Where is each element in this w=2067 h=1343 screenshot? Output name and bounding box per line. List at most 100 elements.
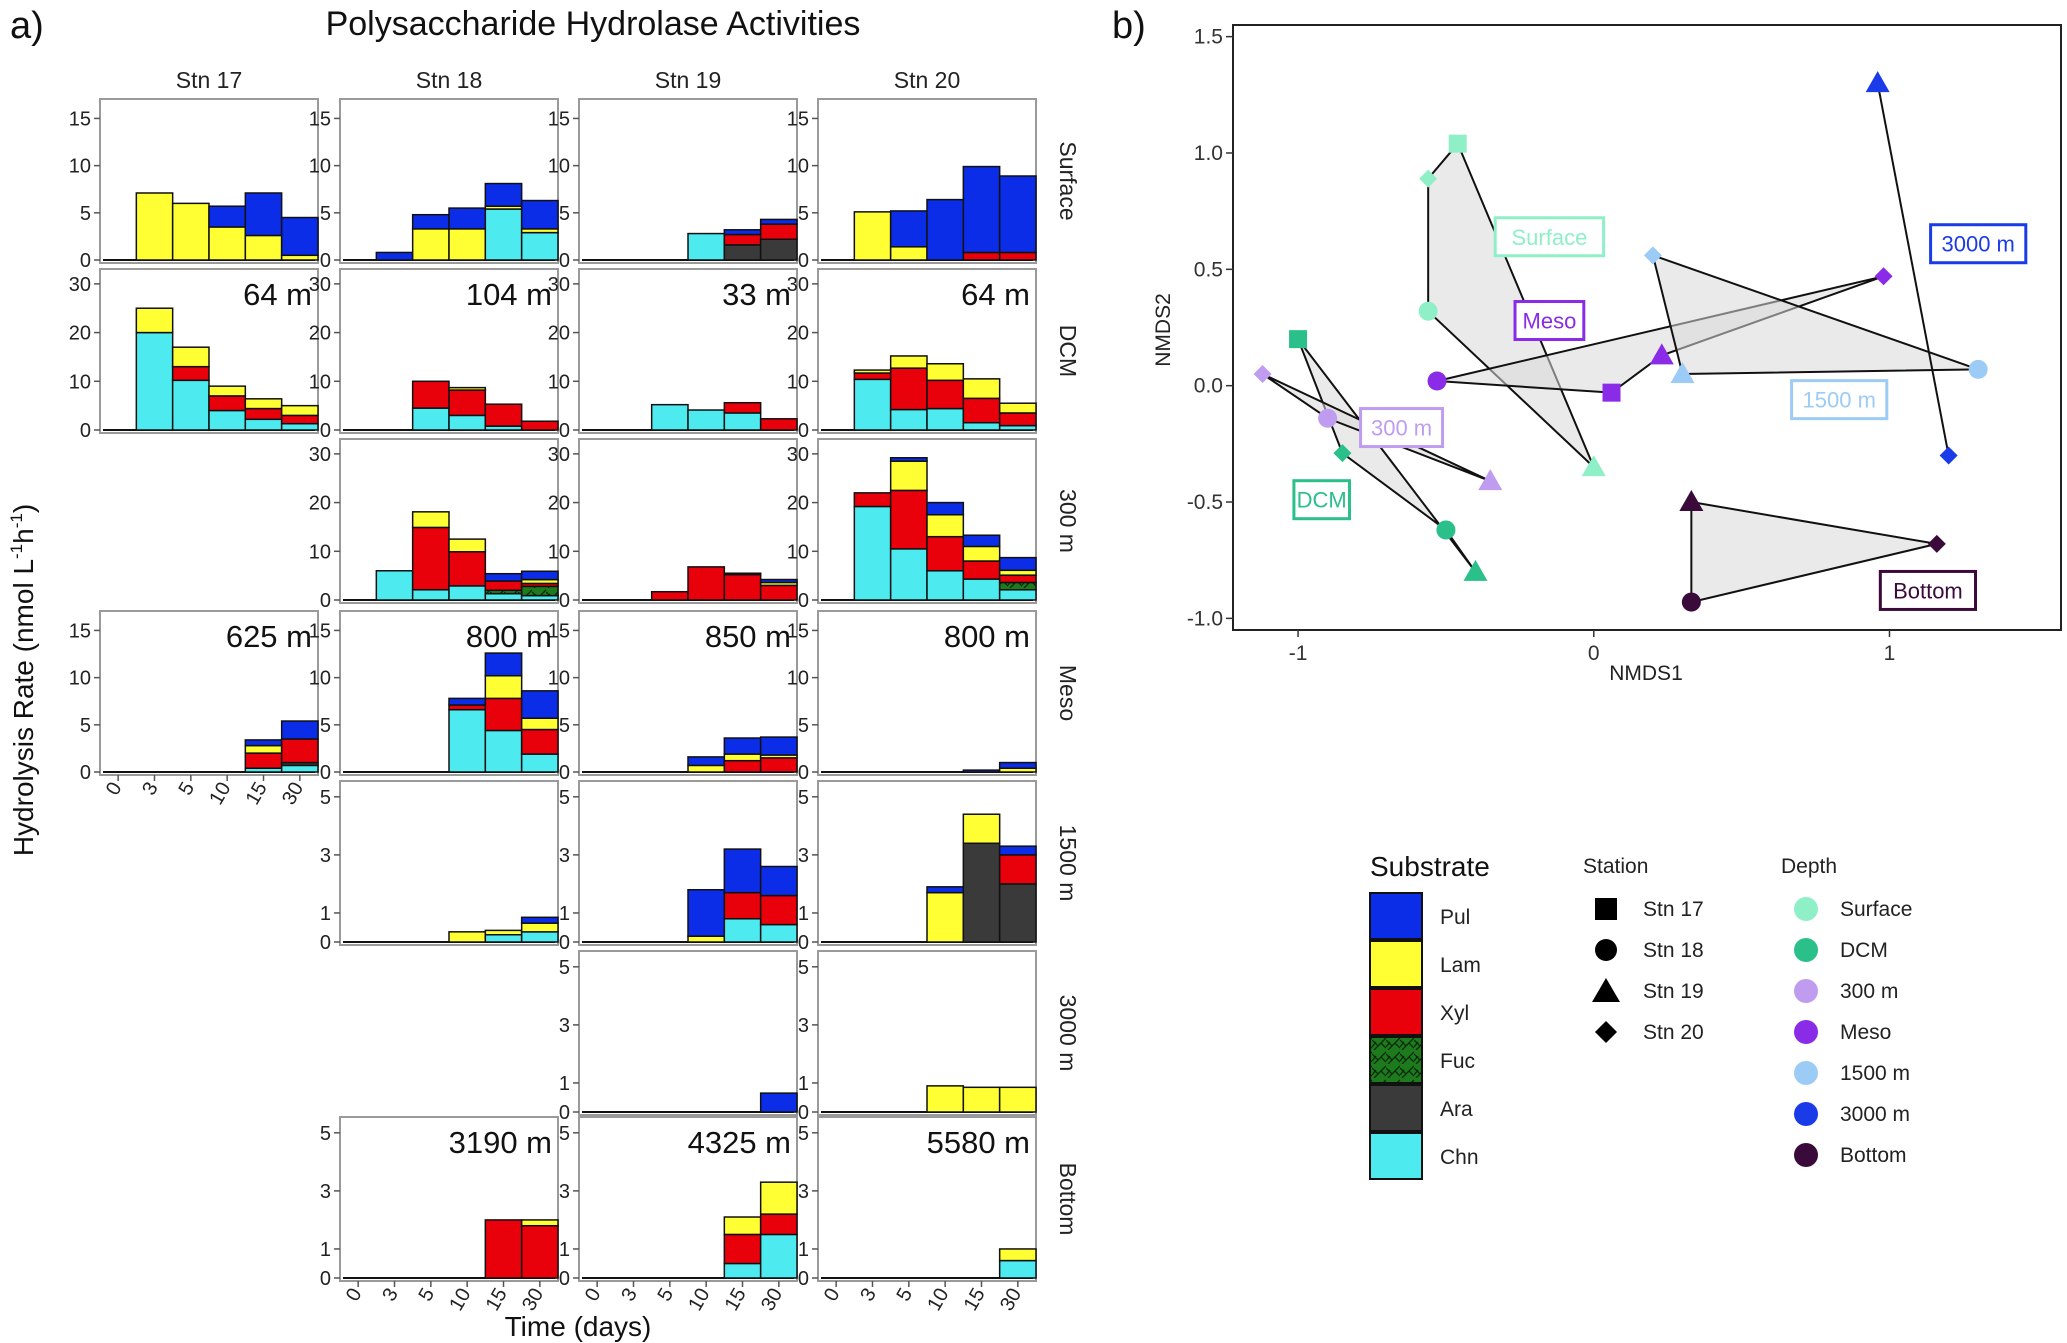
y-tick-label: 20 [309, 323, 331, 345]
strip-depth-surface: Surface [1055, 141, 1081, 220]
bar-pul-day-10 [208, 205, 247, 228]
bar-pul-day-10 [687, 888, 726, 937]
strip-stn-17: Stn 17 [176, 67, 243, 93]
bar-xyl-day-15 [723, 759, 762, 773]
x-tick-label-10: 10 [684, 1285, 714, 1315]
legend-substrate-title: Substrate [1370, 851, 1490, 882]
bar-lam-day-10 [448, 228, 487, 261]
x-tick-label-0: 0 [581, 1285, 606, 1306]
bar-xyl-day-15 [484, 697, 523, 732]
bar-xyl-day-15 [484, 580, 523, 592]
bar-lam-day-30 [998, 1086, 1037, 1113]
y-tick-label: 0 [320, 420, 331, 442]
y-tick-label: 3 [320, 845, 331, 867]
y-tick-label: 1 [559, 1073, 570, 1095]
label-dcm: DCM [1297, 488, 1347, 513]
legend-depth-bottom-dot [1794, 1143, 1818, 1167]
y-tick-label: 15 [787, 108, 809, 130]
legend-depth-3000-m-label: 3000 m [1840, 1103, 1910, 1126]
panel-stn-19-300-m: 0 10 20 30 [548, 438, 798, 612]
y-tick-label: 5 [559, 1123, 570, 1145]
bar-lam-day-15 [962, 545, 1001, 562]
bar-pul-day-15 [244, 739, 283, 747]
bar-lam-day-10 [926, 1085, 965, 1113]
bar-pul-day-15 [244, 192, 283, 237]
bar-chn-day-10 [926, 570, 965, 601]
y-tick-label: 1.5 [1194, 26, 1223, 49]
bar-lam-day-5 [411, 511, 450, 529]
bar-chn-day-15 [723, 412, 762, 431]
strip-depth-bottom: Bottom [1055, 1163, 1081, 1236]
panel-depth-label: 850 m [705, 619, 791, 654]
strip-stn-18: Stn 18 [416, 67, 483, 93]
y-tick-label: 5 [798, 203, 809, 225]
y-tick-label: 30 [309, 444, 331, 466]
y-tick-label: 3 [559, 1181, 570, 1203]
y-tick-label: 3 [559, 845, 570, 867]
bar-chn-day-3 [853, 505, 892, 601]
y-tick-label: 0 [80, 762, 91, 784]
legend-swatch-lam [1369, 940, 1423, 988]
bar-xyl-day-30 [759, 223, 798, 240]
y-axis-title-mid: h [8, 528, 39, 544]
bar-chn-day-10 [448, 414, 487, 431]
bar-pul-day-10 [687, 756, 726, 767]
point-surface-stn-19 [1581, 455, 1606, 477]
y-tick-label: 0 [559, 250, 570, 272]
point-1500-m-stn-20 [1643, 246, 1662, 265]
legend-depth-surface-dot [1794, 897, 1818, 921]
hull-1500-m [1651, 253, 1979, 376]
panel-stn-17-dcm: 0 10 20 30 64 m [69, 268, 319, 442]
label-box-meso [1513, 300, 1586, 342]
bar-pul-day-30 [759, 865, 798, 897]
y-axis-title-sup2: -1 [7, 513, 26, 528]
bar-lam-day-5 [171, 202, 210, 261]
bar-chn-day-30 [759, 923, 798, 943]
panel-stn-18-300-m: 0 10 20 30 [309, 438, 559, 612]
legend: Substrate Pul Lam Xyl Fuc Ara Chn Station Stn 17… [1369, 851, 1912, 1180]
bar-chn-day-15 [723, 918, 762, 943]
bar-chn-day-30 [280, 764, 319, 773]
bar-pul-day-3 [375, 251, 414, 261]
y-tick-label: 20 [309, 493, 331, 515]
bar-pul-day-15 [484, 182, 523, 207]
y-tick-label: 5 [559, 715, 570, 737]
point-1500-m-stn-19 [1670, 362, 1695, 384]
legend-station-stn-17-label: Stn 17 [1643, 898, 1704, 921]
panel-frame [578, 610, 798, 776]
y-tick-label: 5 [559, 787, 570, 809]
bar-lam-day-15 [723, 1216, 762, 1236]
bar-pul-day-30 [759, 578, 798, 584]
x-tick-label-30: 30 [996, 1285, 1026, 1315]
bar-xyl-day-30 [280, 738, 319, 764]
legend-swatch-xyl [1369, 988, 1423, 1036]
point-dcm-stn-17 [1289, 330, 1308, 349]
panel-depth-label: 4325 m [688, 1125, 791, 1160]
bar-chn-day-10 [448, 585, 487, 601]
panel-stn-19-meso: 0 5 10 15 850 m [548, 610, 798, 784]
bar-lam-day-15 [962, 378, 1001, 400]
bar-chn-day-5 [411, 407, 450, 431]
bar-xyl-day-15 [962, 560, 1001, 580]
panel-depth-label: 33 m [722, 277, 791, 312]
bar-pul-day-10 [448, 207, 487, 230]
y-tick-label: 5 [320, 203, 331, 225]
panel-stn-18-surface: 0 5 10 15 [309, 98, 559, 272]
bar-lam-day-10 [926, 514, 965, 538]
y-tick-label: 0.5 [1194, 258, 1223, 281]
y-tick-label: 0 [798, 420, 809, 442]
legend-station-stn-19-label: Stn 19 [1643, 980, 1704, 1003]
panel-stn-18-1500-m: 0 1 3 5 [320, 780, 559, 954]
y-tick-label: 0.0 [1194, 375, 1223, 398]
bar-lam-day-3 [853, 211, 892, 261]
bar-lam-day-3 [135, 307, 174, 334]
label-box-dcm [1292, 479, 1352, 521]
bar-lam-day-10 [448, 386, 487, 391]
bar-lam-day-5 [889, 355, 928, 369]
legend-depth-dcm-label: DCM [1840, 939, 1888, 962]
panel-depth-label: 3190 m [449, 1125, 552, 1160]
bar-pul-day-10 [448, 697, 487, 706]
y-tick-label: 3 [559, 1015, 570, 1037]
bar-xyl-day-5 [889, 489, 928, 550]
legend-station-stn-18-circle-icon [1595, 939, 1617, 961]
